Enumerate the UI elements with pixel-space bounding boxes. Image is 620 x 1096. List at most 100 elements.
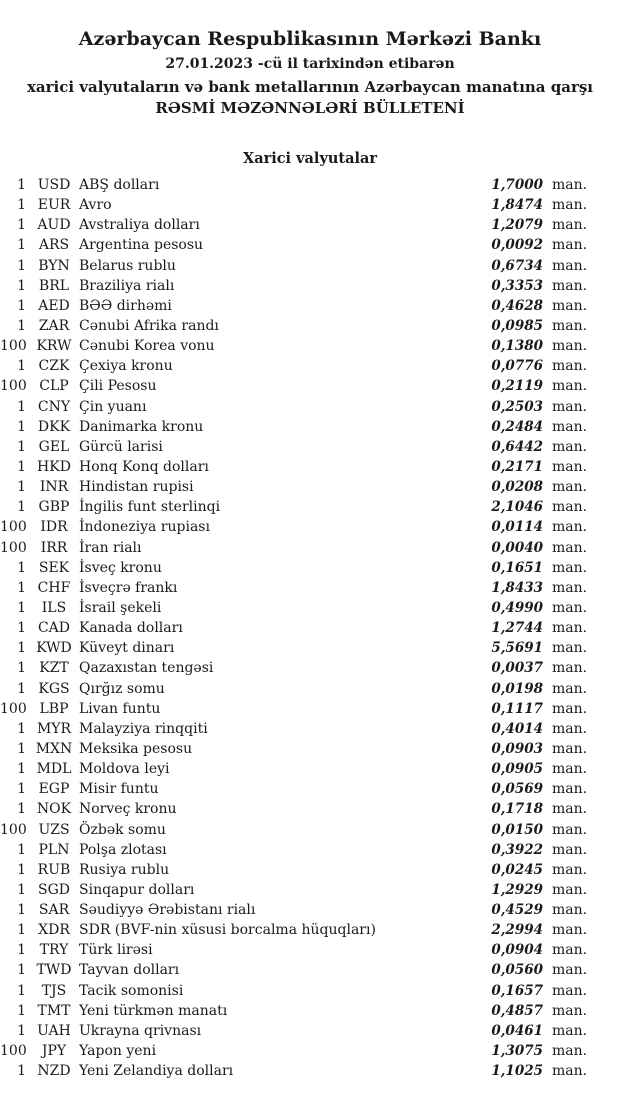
bulletin-title: RƏSMİ MƏZƏNNƏLƏRİ BÜLLETENİ [155,99,465,117]
currency-code: MXN [35,740,73,757]
rate-quantity: 1 [17,479,26,496]
currency-code: LBP [39,700,69,717]
rate-quantity: 1 [17,1002,26,1019]
rate-row: 1 BYN Belarus rublu 0,6734 man. [0,256,620,276]
rate-quantity: 1 [17,720,26,737]
currency-name: SDR (BVF-nin xüsusi borcalma hüquqları) [79,922,376,939]
rate-quantity: 100 [0,539,27,556]
currency-code: TWD [36,962,72,979]
currency-name: Yeni türkmən manatı [79,1002,228,1019]
rate-unit: man. [552,761,588,778]
rate-quantity: 1 [17,599,26,616]
currency-code: ILS [41,599,67,616]
currency-code: MYR [36,720,72,737]
rate-row: 100 LBP Livan funtu 0,1117 man. [0,699,620,719]
rate-value: 0,0776 [491,358,543,375]
rate-row: 1 SAR Səudiyyə Ərəbistanı rialı 0,4529 m… [0,900,620,920]
rate-unit: man. [552,1043,588,1060]
rate-value: 0,1718 [491,801,543,818]
rate-value: 0,2503 [491,398,543,415]
rate-value: 0,4990 [491,599,543,616]
rate-row: 1 USD ABŞ dolları 1,7000 man. [0,175,620,195]
currency-code: SGD [38,881,70,898]
currency-code: CZK [38,358,70,375]
rate-value: 0,3922 [491,841,543,858]
currency-code: DKK [37,418,71,435]
rate-quantity: 1 [17,438,26,455]
rate-unit: man. [552,740,588,757]
rate-unit: man. [552,277,588,294]
rate-unit: man. [552,257,588,274]
currency-name: Səudiyyə Ərəbistanı rialı [79,902,256,919]
currency-name: Türk lirəsi [79,942,153,959]
rate-unit: man. [552,398,588,415]
rate-quantity: 1 [17,559,26,576]
rate-row: 1 CAD Kanada dolları 1,2744 man. [0,618,620,638]
rate-unit: man. [552,1063,588,1080]
rate-row: 1 SGD Sinqapur dolları 1,2929 man. [0,880,620,900]
rate-value: 2,2994 [491,922,543,939]
rate-quantity: 1 [17,177,26,193]
currency-code: EGP [38,781,70,798]
rate-unit: man. [552,640,588,657]
rate-value: 0,0208 [491,479,543,496]
rate-value: 1,2929 [491,881,543,898]
currency-name: Meksika pesosu [79,740,193,757]
currency-name: Avstraliya dolları [79,217,200,234]
rate-row: 1 EGP Misir funtu 0,0569 man. [0,779,620,799]
rate-row: 1 PLN Polşa zlotası 0,3922 man. [0,840,620,860]
rate-unit: man. [552,338,588,355]
rate-unit: man. [552,942,588,959]
rate-value: 0,6442 [491,438,543,455]
rate-value: 1,8474 [491,197,543,214]
rate-row: 1 CZK Çexiya kronu 0,0776 man. [0,356,620,376]
rate-row: 1 NOK Norveç kronu 0,1718 man. [0,799,620,819]
rate-unit: man. [552,700,588,717]
rate-unit: man. [552,539,588,556]
rate-row: 1 RUB Rusiya rublu 0,0245 man. [0,860,620,880]
rate-value: 0,0560 [491,962,543,979]
rate-unit: man. [552,720,588,737]
currency-name: Küveyt dinarı [79,640,175,657]
rate-quantity: 1 [17,197,26,214]
rate-row: 1 TMT Yeni türkmən manatı 0,4857 man. [0,1001,620,1021]
rate-quantity: 1 [17,217,26,234]
currency-name: İsrail şekeli [79,599,162,616]
rate-value: 1,3075 [491,1043,543,1060]
currency-name: Qazaxıstan tengəsi [79,660,214,677]
rate-row: 1 AED BƏƏ dirhəmi 0,4628 man. [0,296,620,316]
rate-quantity: 1 [17,499,26,516]
rate-value: 0,4857 [491,1002,543,1019]
rate-value: 0,1380 [491,338,543,355]
rate-value: 0,1657 [491,982,543,999]
rates-table: 1 USD ABŞ dolları 1,7000 man. 1 EUR Avro… [0,175,620,1081]
rate-quantity: 1 [17,801,26,818]
currency-name: İran rialı [79,539,142,556]
bank-title: Azərbaycan Respublikasının Mərkəzi Bankı [78,28,542,50]
currency-code: IDR [40,519,68,536]
bulletin-subtitle: xarici valyutaların və bank metallarının… [26,78,594,96]
currency-code: ARS [38,237,70,254]
rate-quantity: 1 [17,982,26,999]
currency-code: TMT [37,1002,71,1019]
rate-row: 1 SEK İsveç kronu 0,1651 man. [0,558,620,578]
rate-quantity: 1 [17,922,26,939]
rate-row: 1 GBP İngilis funt sterlinqi 2,1046 man. [0,497,620,517]
currency-code: JPY [41,1043,67,1060]
rate-row: 100 JPY Yapon yeni 1,3075 man. [0,1041,620,1061]
rate-quantity: 1 [17,881,26,898]
currency-code: CLP [39,378,69,395]
currency-code: MDL [36,761,72,778]
rate-value: 1,2744 [491,620,543,637]
rate-unit: man. [552,841,588,858]
rate-unit: man. [552,680,588,697]
rate-quantity: 100 [0,1043,27,1060]
currency-name: Norveç kronu [79,801,177,818]
rate-value: 0,0904 [491,942,543,959]
rate-value: 1,7000 [491,177,543,193]
currency-name: Yeni Zelandiya dolları [79,1063,234,1080]
rate-quantity: 1 [17,237,26,254]
rate-row: 1 CHF İsveçrə frankı 1,8433 man. [0,578,620,598]
rate-value: 0,2119 [491,378,543,395]
rate-unit: man. [552,418,588,435]
